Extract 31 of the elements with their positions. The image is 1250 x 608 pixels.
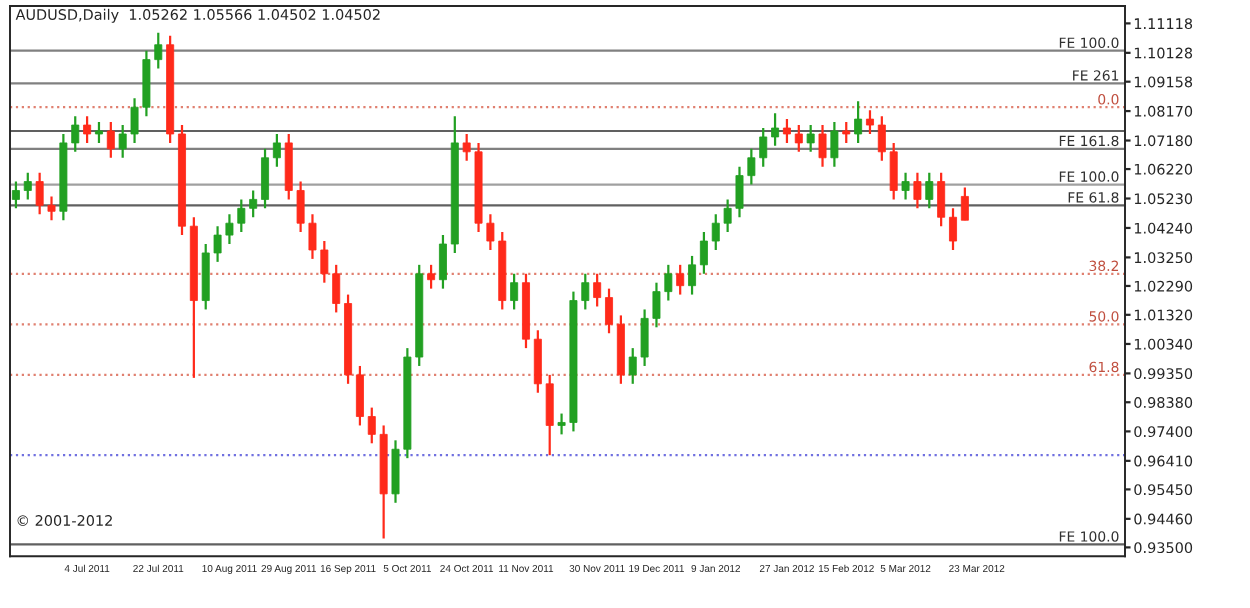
- candlestick: [593, 272, 602, 308]
- candlestick: [355, 364, 364, 427]
- candlestick: [510, 272, 519, 311]
- candlestick: [842, 120, 851, 145]
- candlestick: [106, 120, 115, 159]
- candlestick: [854, 100, 863, 145]
- candlestick: [94, 120, 103, 145]
- candlestick: [913, 171, 922, 210]
- candlestick: [937, 171, 946, 228]
- candlestick: [605, 287, 613, 335]
- candlestick: [261, 147, 270, 210]
- candlestick: [699, 231, 708, 275]
- candlestick: [771, 112, 780, 147]
- candlestick: [438, 233, 447, 290]
- candlestick: [818, 123, 827, 168]
- candlestick: [23, 171, 32, 201]
- candlestick: [830, 120, 839, 168]
- candlestick: [794, 123, 803, 153]
- candlestick: [272, 132, 281, 168]
- candlestick: [901, 171, 910, 201]
- candlestick: [960, 186, 969, 222]
- candlestick: [676, 263, 685, 296]
- candlestick: [427, 263, 436, 290]
- candlestick: [83, 115, 92, 145]
- candlestick: [925, 171, 934, 210]
- candlestick: [949, 207, 957, 252]
- candlestick: [11, 180, 20, 210]
- candlestick: [865, 109, 874, 136]
- candlestick: [688, 254, 697, 296]
- candlestick: [782, 117, 791, 145]
- candlestick: [806, 123, 815, 153]
